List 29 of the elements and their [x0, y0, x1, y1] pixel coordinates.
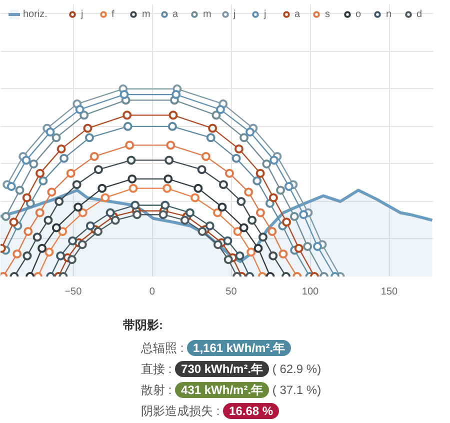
- legend-label: s: [325, 8, 331, 20]
- text: 散射 :: [141, 383, 172, 398]
- legend-label: j: [234, 8, 237, 20]
- x-tick-label: 150: [380, 286, 398, 298]
- text: 总辐照 :: [141, 341, 184, 356]
- legend-label: m: [203, 8, 212, 20]
- text: 带阴影:: [123, 317, 164, 334]
- legend-label: a: [294, 8, 302, 20]
- legend-label: n: [386, 8, 393, 20]
- legend-label: o: [356, 8, 362, 20]
- text: ( 37.1 %): [272, 383, 322, 398]
- text: 16.68 %: [223, 403, 280, 420]
- legend-label: horiz.: [23, 8, 48, 20]
- text: 730 kWh/m².年: [175, 361, 270, 378]
- x-tick-label: 50: [226, 286, 238, 298]
- legend-label: d: [416, 8, 424, 20]
- legend-label: m: [142, 8, 152, 20]
- text: 1,161 kWh/m².年: [187, 340, 292, 356]
- text: ( 62.9 %): [272, 362, 322, 376]
- legend-label: j: [81, 8, 84, 20]
- x-tick-label: −50: [64, 286, 82, 298]
- text: 阴影造成损失 :: [141, 404, 220, 418]
- text: 431 kWh/m².年: [175, 382, 270, 398]
- legend-label: j: [264, 8, 268, 20]
- text: 直接 :: [141, 362, 172, 376]
- x-tick-label: 100: [302, 286, 320, 298]
- legend-label: f: [112, 8, 116, 20]
- x-tick-label: 0: [149, 286, 156, 298]
- legend-label: a: [172, 8, 180, 20]
